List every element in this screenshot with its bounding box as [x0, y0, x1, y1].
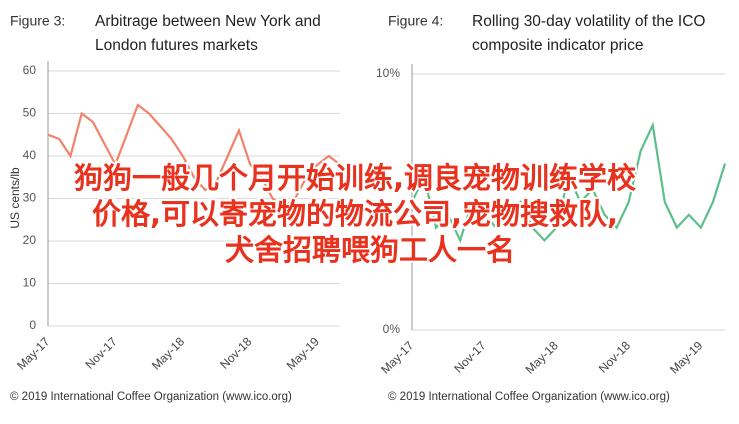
x-tick-label: Nov-17 — [451, 338, 488, 375]
source-note: © 2019 International Coffee Organization… — [388, 391, 670, 403]
x-tick-label: Nov-17 — [82, 334, 119, 371]
y-axis-label: US cents/lb — [8, 167, 22, 229]
x-tick-label: May-17 — [378, 338, 416, 376]
chart-title: Arbitrage between New York and — [95, 13, 321, 30]
x-tick-label: Nov-18 — [217, 334, 254, 371]
x-tick-label: May-18 — [523, 338, 561, 376]
x-tick-label: May-19 — [284, 334, 322, 372]
overlay-text: 价格,可以寄宠物的物流公司,宠物搜救队, — [92, 197, 618, 231]
y-tick-label: 0% — [383, 322, 401, 336]
y-tick-label: 0 — [29, 318, 36, 332]
chart-title: composite indicator price — [472, 37, 643, 54]
y-tick-label: 40 — [23, 148, 37, 162]
figure-label: Figure 4: — [388, 13, 443, 29]
y-tick-label: 10% — [376, 66, 400, 80]
source-note: © 2019 International Coffee Organization… — [10, 391, 292, 403]
series-line — [411, 121, 727, 244]
y-tick-label: 10 — [23, 276, 37, 290]
x-tick-label: May-17 — [14, 334, 52, 372]
chart-title: London futures markets — [95, 37, 258, 54]
x-tick-label: May-18 — [149, 334, 187, 372]
figure-label: Figure 3: — [10, 13, 65, 29]
series-line — [47, 103, 341, 209]
x-tick-label: Nov-18 — [596, 338, 633, 375]
y-tick-label: 60 — [23, 63, 37, 77]
x-tick-label: May-19 — [667, 338, 705, 376]
overlay-text: 狗狗一般几个月开始训练,调良宠物训练学校 — [74, 161, 636, 195]
y-tick-label: 30 — [23, 191, 37, 205]
chart-title: Rolling 30-day volatility of the ICO — [472, 13, 705, 30]
overlay-text: 犬舍招聘喂狗工人一名 — [225, 233, 515, 267]
y-tick-label: 50 — [23, 106, 37, 120]
y-tick-label: 20 — [23, 233, 37, 247]
